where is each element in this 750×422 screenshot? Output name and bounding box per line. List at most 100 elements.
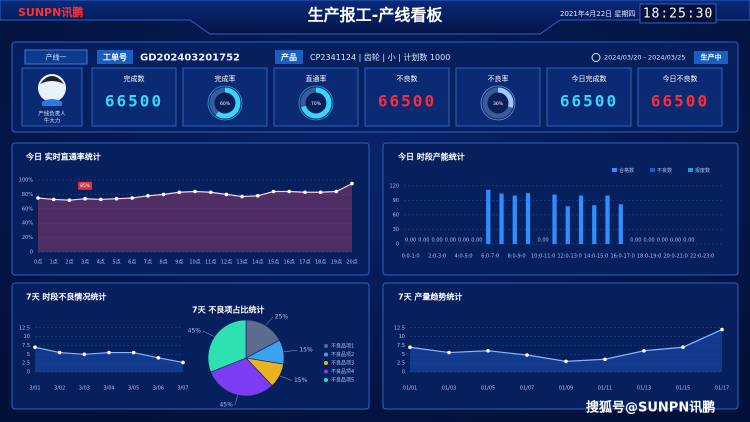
point	[681, 345, 685, 350]
point	[51, 197, 56, 202]
legend-swatch	[688, 168, 693, 172]
bar	[565, 206, 570, 244]
point	[486, 348, 490, 353]
point	[99, 197, 103, 202]
ring-label: 70%	[311, 101, 322, 107]
x-tick-label: 22:0-23:0	[690, 254, 714, 260]
x-tick-label: 14点	[252, 260, 263, 266]
value-label: 0.00	[538, 238, 549, 244]
x-tick-label: 01/15	[676, 386, 690, 392]
value-label: 0.00	[670, 238, 681, 244]
legend-label: 不良品项4	[331, 368, 354, 375]
bar	[499, 193, 504, 244]
ring-outline	[207, 85, 243, 121]
clock-box	[639, 3, 717, 24]
ring-value	[482, 87, 514, 119]
x-tick-label: 8:0-9:0	[508, 254, 526, 260]
legend-label: 不良品项5	[331, 377, 354, 384]
order-label-box	[97, 50, 133, 64]
x-tick-label: 3/01	[29, 386, 40, 392]
x-tick-label: 2点	[65, 260, 73, 266]
product-label-box	[275, 50, 303, 64]
y-tick-label: 10	[24, 334, 30, 340]
point	[130, 196, 134, 200]
ring-label: 60%	[220, 101, 231, 107]
x-tick-label: 20:0-21:0	[663, 254, 687, 260]
y-tick-label: 60%	[22, 206, 33, 212]
bar	[486, 189, 491, 244]
legend-swatch	[324, 369, 328, 374]
kpi-title: 直通率	[306, 74, 327, 83]
legend-swatch	[324, 378, 328, 382]
y-tick-label: 0	[402, 370, 405, 376]
kpi-card	[364, 67, 450, 127]
x-tick-label: 3/03	[79, 386, 90, 392]
kpi-value: 66500	[105, 92, 163, 111]
y-tick-label: 120	[389, 183, 399, 189]
point	[181, 360, 185, 365]
x-tick-label: 3/02	[54, 386, 65, 392]
point	[334, 189, 339, 194]
x-tick-label: 3/06	[153, 386, 164, 392]
chart-title: 7天 时段不良情况统计	[26, 292, 106, 302]
x-tick-label: 2:0-3:0	[428, 254, 446, 260]
value-label: 0.00	[644, 238, 655, 244]
legend-swatch	[324, 361, 328, 365]
x-tick-label: 9点	[175, 260, 183, 266]
y-tick-label: 0	[27, 370, 30, 376]
legend-swatch	[324, 352, 328, 357]
bar	[592, 205, 597, 244]
y-tick-label: 5	[27, 352, 30, 358]
chart-title: 7天 不良项占比统计	[192, 305, 264, 315]
point	[33, 345, 37, 350]
area	[38, 183, 352, 252]
order-label: 工单号	[103, 52, 127, 62]
x-tick-label: 14:0-15:0	[584, 254, 608, 260]
ring-label: 30%	[493, 101, 504, 107]
bar	[605, 195, 610, 244]
point	[146, 194, 150, 198]
leader	[202, 330, 215, 337]
point	[525, 353, 529, 357]
kpi-value: 66500	[651, 92, 709, 111]
legend-label: 不良品项1	[331, 343, 354, 350]
date: 2021年4月22日 星期四	[560, 9, 635, 18]
x-tick-label: 16:0-17:0	[610, 254, 634, 260]
value-label: 0.00	[657, 238, 668, 244]
panel	[11, 282, 370, 410]
y-tick-label: 12.5	[19, 325, 30, 331]
x-tick-label: 3/04	[103, 386, 114, 392]
legend-label: 不良品项3	[331, 360, 354, 367]
chart-title: 7天 产量趋势统计	[398, 292, 462, 302]
clock: 18:25:30	[643, 7, 714, 22]
status-box	[694, 51, 728, 64]
kpi-card	[546, 67, 632, 127]
point	[271, 189, 276, 194]
pie-label: 15%	[299, 347, 313, 354]
point	[303, 190, 307, 195]
watermark: 搜狐号@SUNPN讯鹏	[586, 400, 715, 416]
x-tick-label: 01/11	[598, 386, 612, 392]
x-tick-label: 12:0-13:0	[557, 254, 581, 260]
avatar-body	[42, 99, 62, 106]
owner-name: 牛大力	[44, 117, 61, 125]
ring-outline	[298, 85, 334, 121]
ring-value	[209, 87, 241, 119]
line-name: 产线一	[46, 53, 67, 62]
status: 生产中	[701, 53, 722, 62]
value-label: 0.00	[683, 238, 694, 244]
point	[107, 350, 111, 355]
bar	[552, 194, 557, 244]
x-tick-label: 3/07	[177, 386, 188, 392]
point	[564, 359, 568, 364]
x-tick-label: 18:0-19:0	[637, 254, 661, 260]
x-tick-label: 6:0-7:0	[481, 254, 499, 260]
x-tick-label: 01/05	[481, 386, 495, 392]
y-tick-label: 2.5	[22, 361, 30, 367]
y-tick-label: 40%	[22, 221, 33, 227]
legend-label: 不良品项2	[331, 351, 354, 358]
pie-label: 45%	[188, 328, 202, 335]
y-tick-label: 100%	[19, 178, 34, 184]
value-label: 0.00	[471, 238, 482, 244]
